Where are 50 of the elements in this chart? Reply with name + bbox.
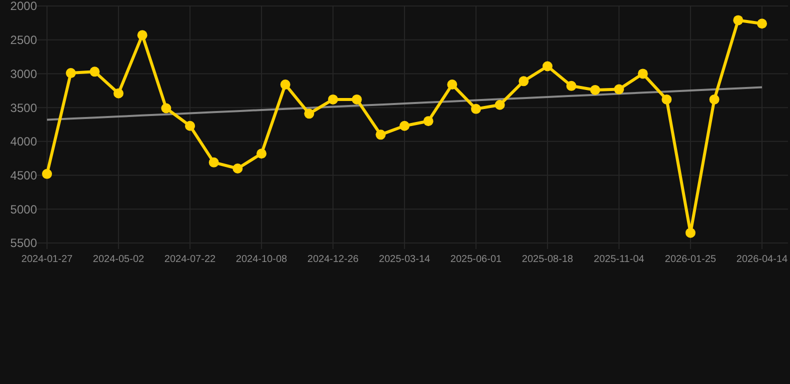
y-tick-label: 2500 — [10, 33, 38, 48]
y-tick-label: 2000 — [10, 0, 38, 14]
point — [590, 84, 600, 95]
point — [376, 130, 386, 140]
point — [518, 76, 529, 86]
point — [614, 84, 624, 94]
x-tick-label: 2026-04-14 — [736, 254, 788, 265]
y-tick-label: 4000 — [10, 134, 38, 149]
point — [542, 61, 552, 72]
point — [137, 30, 148, 40]
point — [757, 18, 767, 29]
x-tick-label: 2024-05-02 — [92, 254, 145, 265]
point — [638, 68, 648, 79]
x-tick-label: 2025-08-18 — [522, 254, 574, 265]
point — [232, 164, 243, 174]
point — [280, 80, 290, 90]
x-tick-label: 2025-06-01 — [450, 254, 502, 265]
point — [423, 116, 434, 126]
point — [114, 88, 124, 98]
point — [90, 66, 100, 77]
point — [471, 104, 481, 114]
point — [328, 94, 338, 104]
y-tick-label: 3500 — [10, 100, 38, 115]
point — [709, 94, 720, 104]
x-tick-label: 2025-03-14 — [378, 254, 431, 265]
y-tick-label: 4500 — [10, 168, 38, 182]
y-tick-label: 3000 — [10, 66, 38, 81]
point — [447, 80, 458, 90]
y-tick-label: 5500 — [10, 236, 38, 250]
point — [566, 80, 576, 91]
point — [304, 108, 314, 119]
point — [733, 15, 744, 26]
point — [66, 68, 76, 78]
point — [185, 120, 195, 131]
x-tick-label: 2025-11-04 — [594, 254, 645, 265]
point — [42, 168, 52, 179]
point — [208, 157, 219, 168]
x-tick-label: 2024-12-26 — [307, 254, 360, 265]
point — [256, 148, 266, 159]
point — [686, 228, 696, 238]
x-tick-label: 2024-10-08 — [236, 254, 288, 265]
point — [161, 103, 172, 114]
point — [352, 94, 362, 104]
x-tick-label: 2024-07-22 — [164, 254, 216, 265]
point — [400, 120, 410, 131]
point — [494, 100, 505, 110]
point — [662, 94, 672, 104]
x-tick-label: 2024-01-27 — [21, 254, 74, 265]
x-tick-label: 2026-01-25 — [664, 254, 717, 265]
y-tick-label: 5000 — [10, 202, 38, 216]
